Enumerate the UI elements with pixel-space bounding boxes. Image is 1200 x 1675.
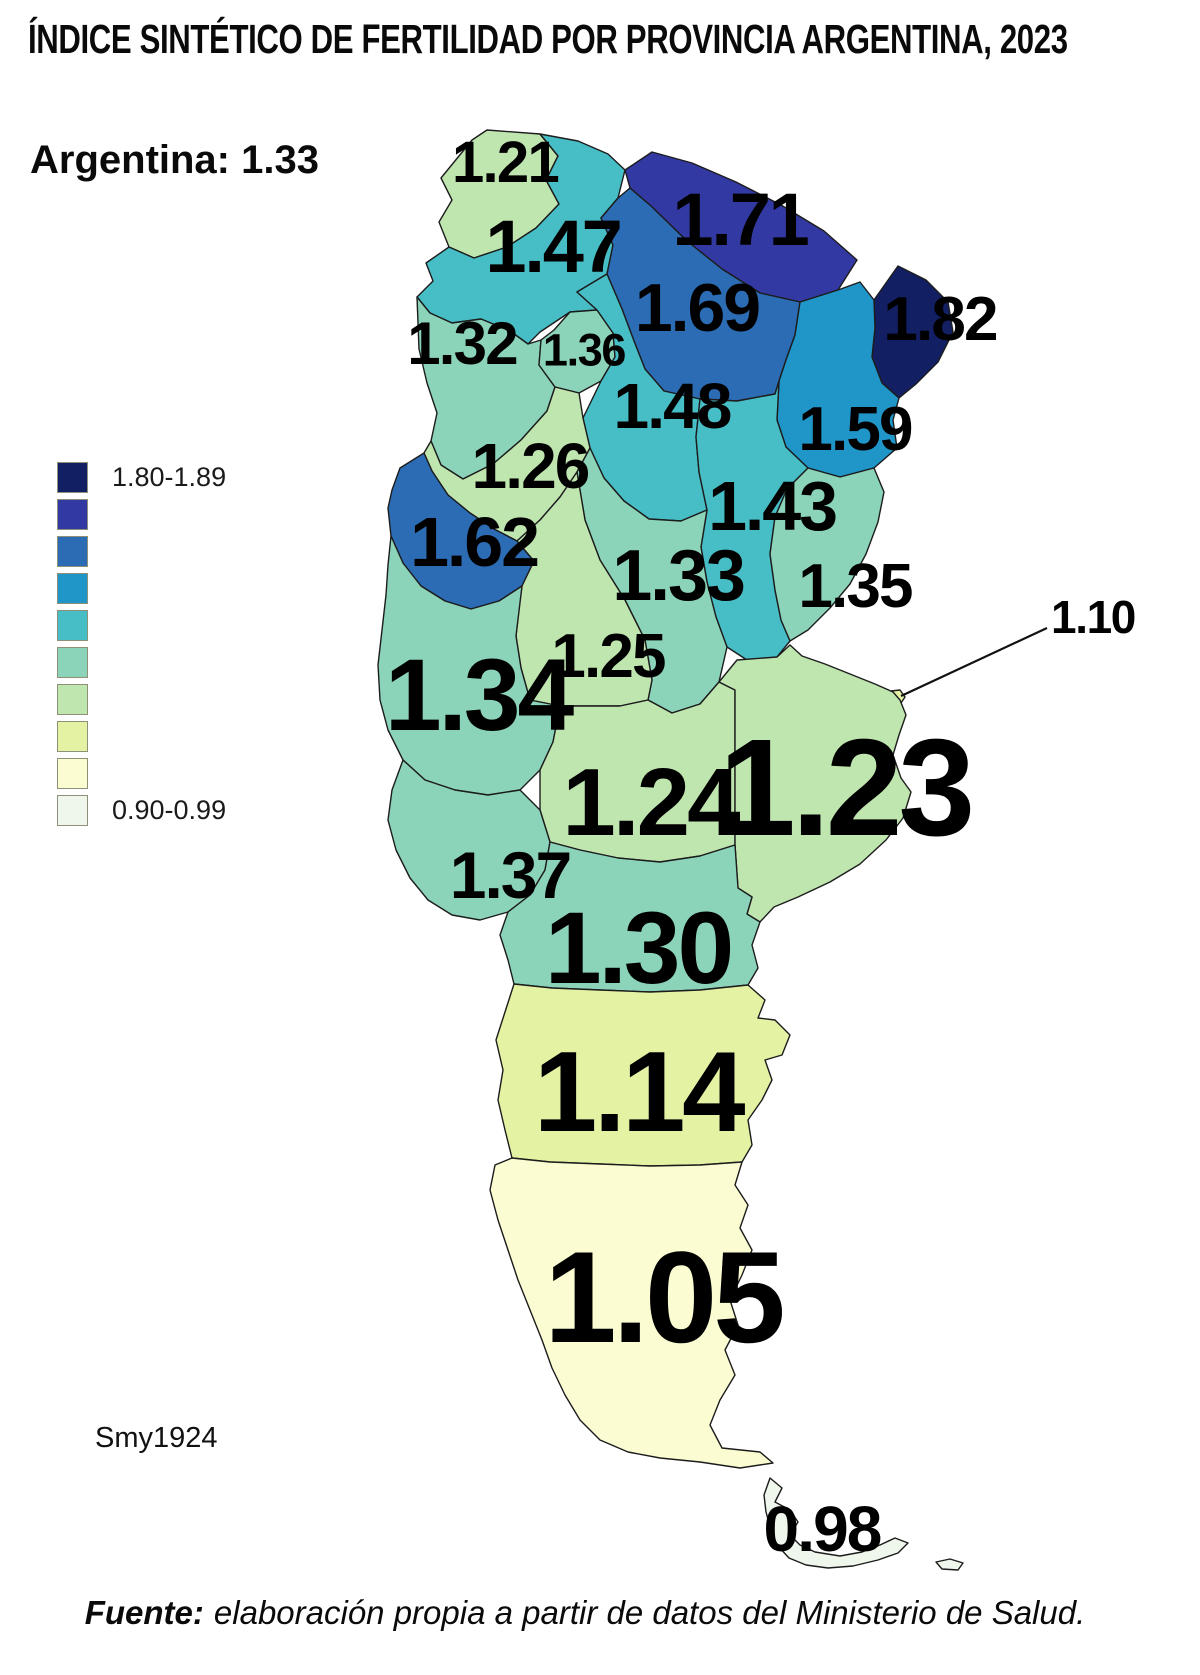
province-tierra_del_fuego <box>935 1558 964 1571</box>
author-attribution: Smy1924 <box>95 1422 218 1454</box>
legend-row: 0.90-0.99 <box>57 795 226 826</box>
legend-swatch <box>57 758 88 789</box>
source-text: elaboración propia a partir de datos del… <box>213 1594 1086 1631</box>
legend-swatch <box>57 721 88 752</box>
caba-leader-line <box>900 627 1048 697</box>
legend-swatch <box>57 462 88 493</box>
legend-row <box>57 610 226 641</box>
legend-row <box>57 499 226 530</box>
legend-swatch <box>57 499 88 530</box>
legend-row <box>57 647 226 678</box>
legend-row <box>57 573 226 604</box>
source-prefix: Fuente: <box>84 1594 204 1631</box>
page-title: ÍNDICE SINTÉTICO DE FERTILIDAD POR PROVI… <box>28 16 1068 62</box>
province-tierra_del_fuego <box>763 1477 909 1569</box>
source-note: Fuente: elaboración propia a partir de da… <box>0 1594 1170 1632</box>
country-total-label: Argentina: 1.33 <box>30 138 319 182</box>
legend-row <box>57 721 226 752</box>
province-misiones <box>871 265 954 399</box>
legend-range-label: 0.90-0.99 <box>112 795 227 825</box>
province-la_pampa <box>539 681 736 863</box>
legend-row: 1.80-1.89 <box>57 462 226 493</box>
legend-row <box>57 684 226 715</box>
legend-range-label: 1.80-1.89 <box>112 462 227 492</box>
legend-swatch <box>57 573 88 604</box>
legend-row <box>57 536 226 567</box>
legend-swatch <box>57 536 88 567</box>
legend: 1.80-1.89 0.90-0.99 <box>57 462 226 832</box>
province-buenos_aires <box>718 644 912 923</box>
legend-swatch <box>57 610 88 641</box>
province-entre_rios <box>769 467 885 642</box>
legend-row <box>57 758 226 789</box>
legend-swatch <box>57 795 88 826</box>
province-chubut <box>495 983 791 1167</box>
province-santa_cruz <box>489 1157 774 1469</box>
legend-swatch <box>57 684 88 715</box>
legend-swatch <box>57 647 88 678</box>
province-rio_negro <box>499 841 761 993</box>
